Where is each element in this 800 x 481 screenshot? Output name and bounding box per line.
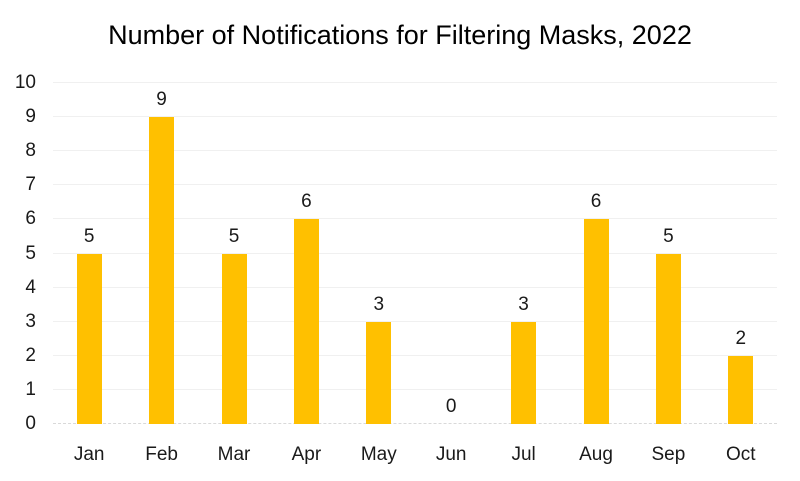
y-tick-label: 7 [25, 174, 36, 196]
bar-may [366, 321, 392, 424]
bar-feb [149, 117, 175, 424]
y-tick-label: 1 [25, 378, 36, 400]
bar-value-label: 2 [735, 327, 747, 349]
y-tick-label: 2 [25, 344, 36, 366]
x-axis: Jan Feb Mar Apr May Jun Jul Aug Sep Oct [53, 424, 777, 474]
y-tick-label: 6 [25, 208, 36, 230]
y-tick-label: 0 [25, 413, 36, 434]
x-axis-label: Jan [73, 444, 105, 465]
bar-value-label: 5 [228, 225, 240, 247]
bar-value-label: 3 [518, 293, 529, 315]
x-axis-label: May [360, 444, 397, 465]
bar-value-label: 3 [373, 293, 385, 315]
bar-mar [221, 253, 247, 424]
x-axis-label: Aug [579, 444, 613, 465]
gridline [53, 286, 777, 288]
x-axis-label: Jun [435, 444, 467, 465]
y-axis: 0 1 2 3 4 5 6 7 8 9 10 [0, 73, 38, 434]
gridline [53, 388, 777, 390]
gridline [53, 354, 777, 356]
bar-value-label: 6 [301, 191, 312, 213]
bar-value-label: 5 [663, 225, 674, 247]
y-tick-label: 3 [25, 310, 36, 332]
x-axis-label: Feb [145, 444, 178, 465]
bar-value-label: 5 [83, 225, 95, 247]
bar-oct [728, 355, 754, 424]
bar-aug [583, 219, 609, 424]
gridline [53, 150, 777, 152]
y-tick-label: 9 [25, 106, 36, 128]
x-axis-label: Jul [511, 444, 536, 465]
bar-value-label: 0 [445, 396, 457, 417]
gridline [53, 116, 777, 118]
bar-value-label: 6 [590, 191, 602, 213]
gridline [53, 320, 777, 322]
plot-area: 5 9 5 6 3 0 3 6 5 2 [53, 82, 777, 424]
bar-value-label: 9 [156, 89, 167, 111]
bar-jul [511, 321, 537, 424]
x-axis-label: Apr [291, 444, 322, 465]
bar-sep [655, 253, 681, 424]
x-axis-label: Sep [651, 444, 686, 465]
y-tick-label: 10 [14, 72, 36, 93]
gridline [53, 218, 777, 220]
x-axis-label: Mar [217, 444, 251, 465]
y-tick-label: 4 [25, 276, 36, 298]
gridline [53, 252, 777, 254]
y-tick-label: 5 [25, 242, 36, 264]
y-tick-label: 8 [25, 140, 36, 162]
x-axis-line [53, 423, 777, 424]
x-axis-label: Oct [726, 444, 756, 465]
bar-apr [293, 219, 319, 424]
bar-jan [76, 253, 102, 424]
chart-title: Number of Notifications for Filtering Ma… [108, 20, 692, 50]
gridline [53, 184, 777, 186]
gridline [53, 82, 777, 83]
